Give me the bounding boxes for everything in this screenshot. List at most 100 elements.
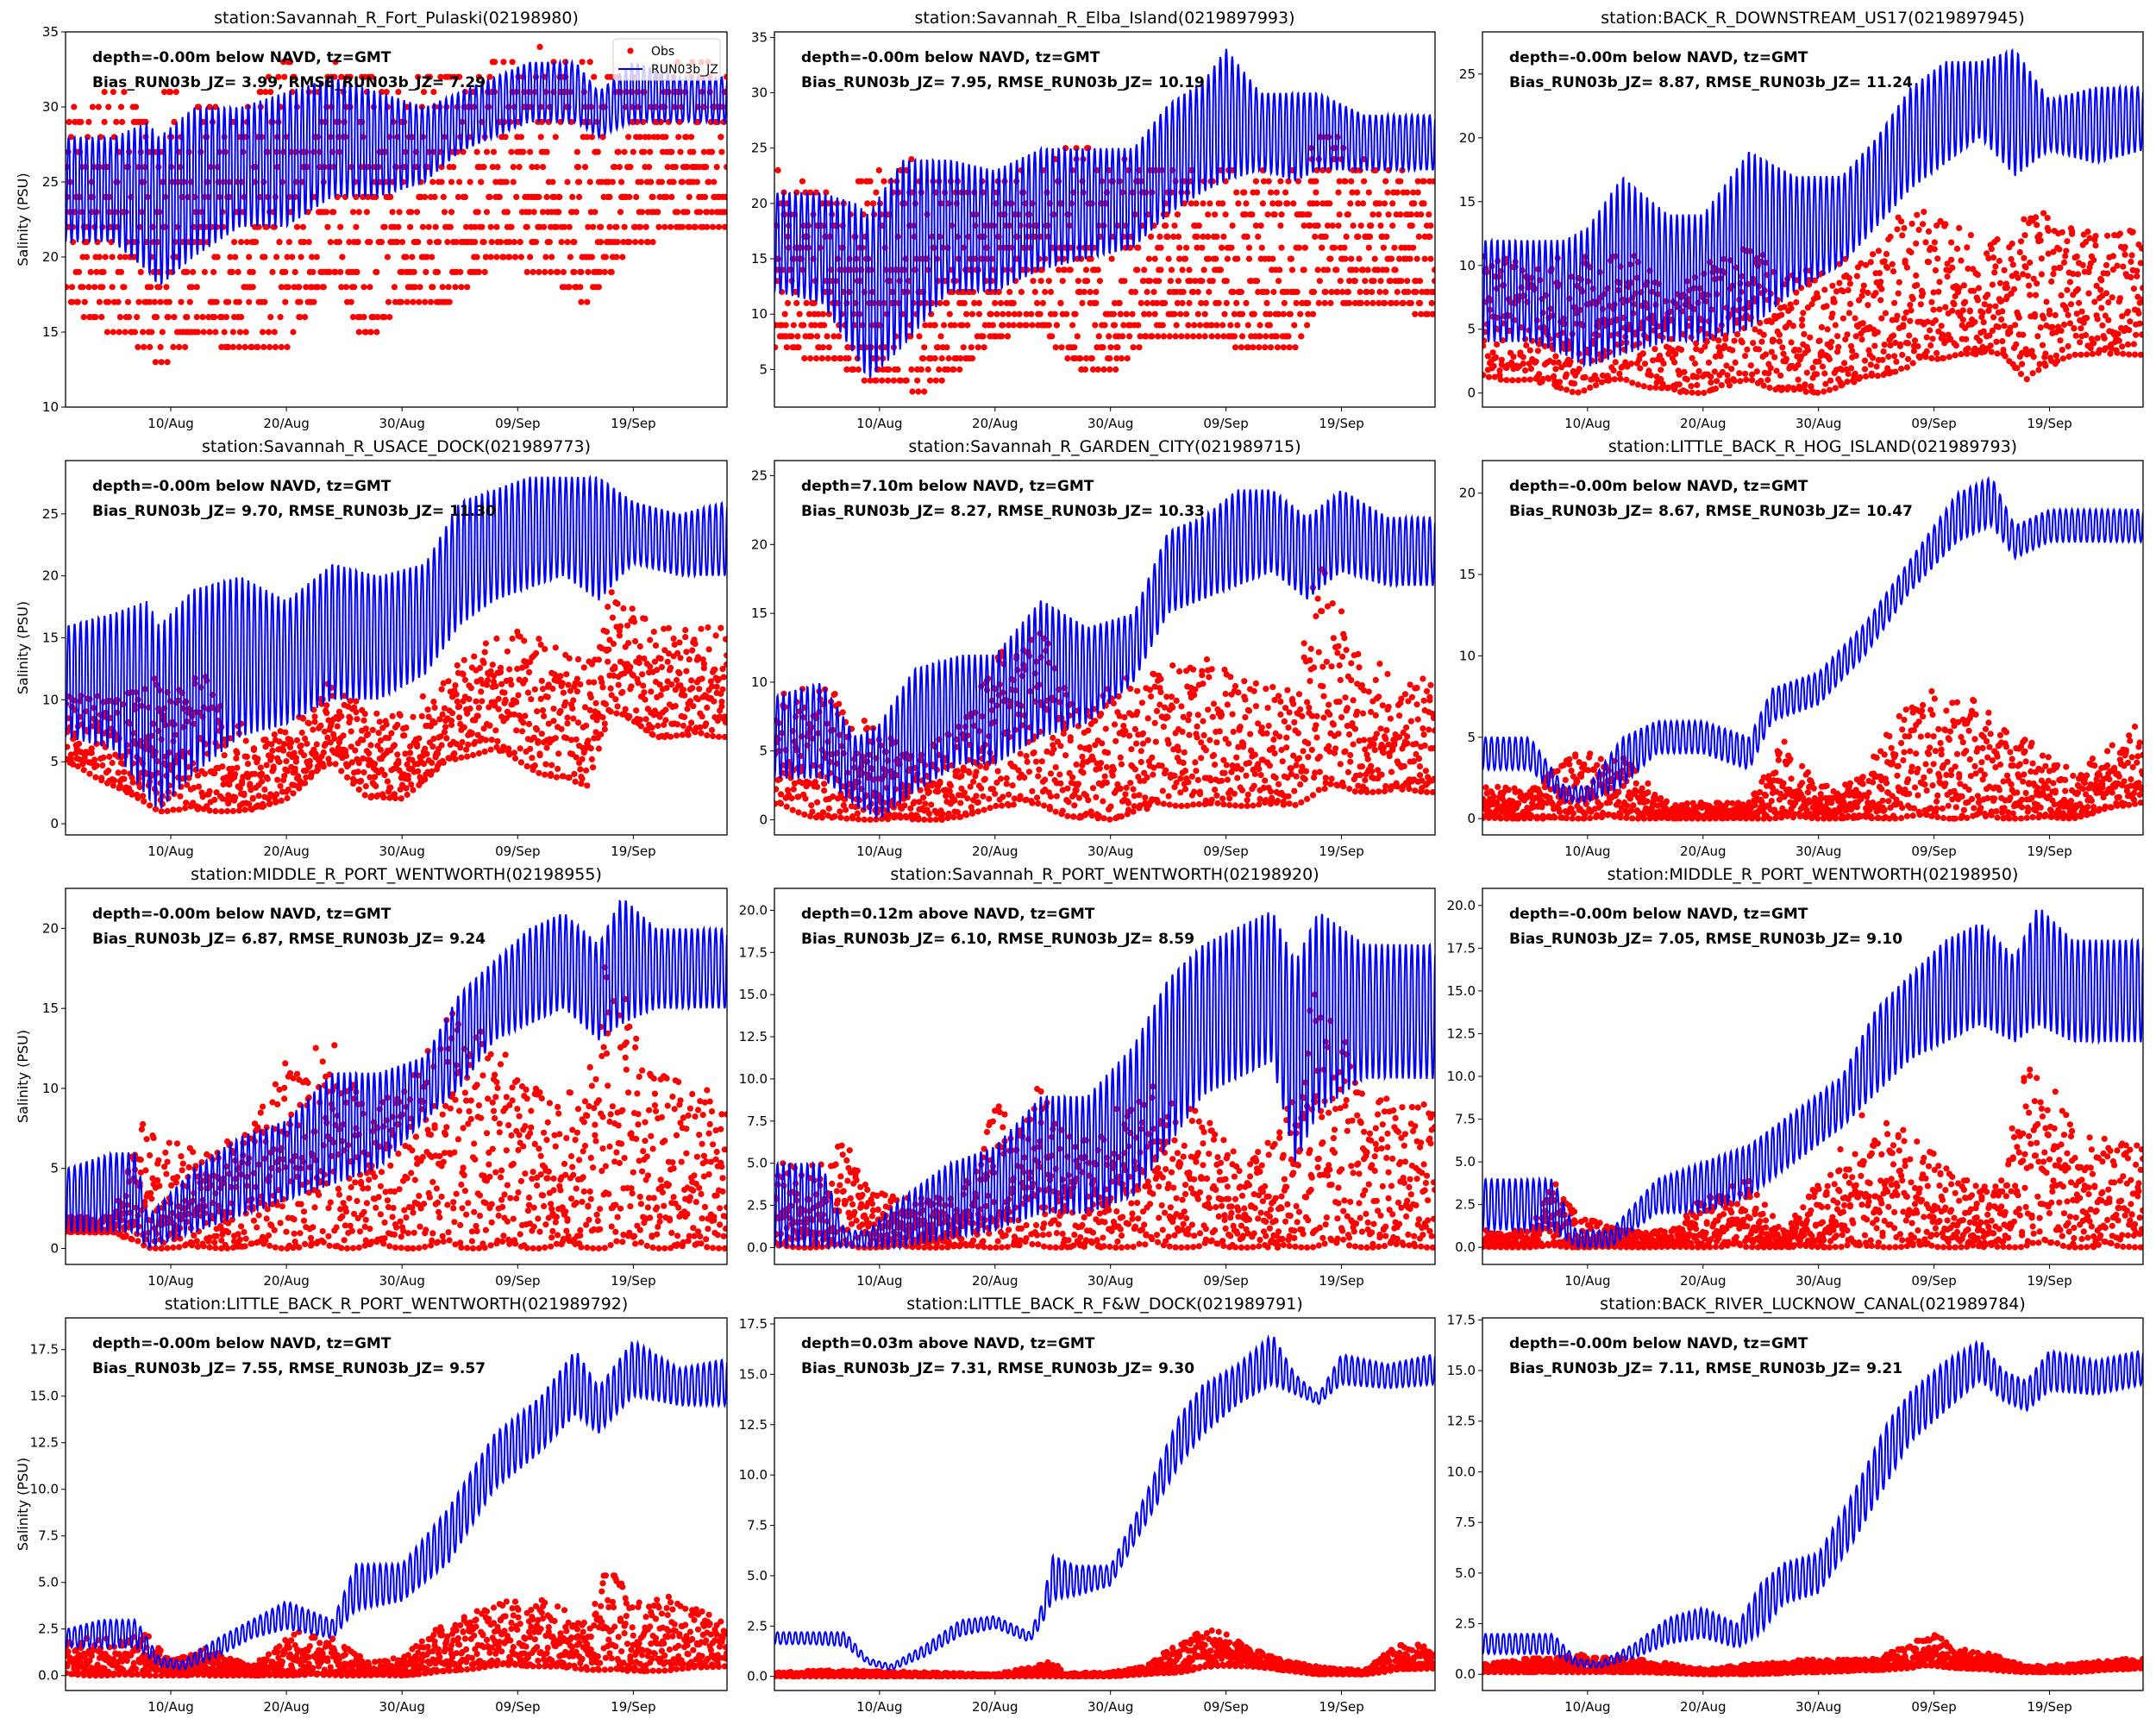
obs-point [385,298,392,305]
obs-point [2069,228,2076,235]
obs-point [1397,211,1404,218]
obs-point [1799,322,1806,329]
obs-point [2119,313,2126,320]
obs-point [914,377,921,384]
obs-point [858,178,865,185]
obs-point [935,344,942,351]
obs-point [224,807,231,815]
obs-point [489,164,496,171]
obs-point [1300,267,1307,273]
obs-point [558,239,565,246]
obs-point [1209,278,1216,285]
obs-point [486,193,493,200]
obs-point [74,762,81,770]
obs-point [2001,323,2008,329]
obs-point [1623,376,1630,383]
obs-point [1347,200,1354,207]
obs-point [1200,200,1206,207]
obs-point [372,774,379,781]
obs-point [461,724,467,731]
obs-point [1327,255,1334,262]
obs-point [1370,278,1377,285]
obs-point [1201,310,1208,317]
obs-point [276,239,283,246]
obs-point [646,134,653,141]
obs-point [1717,353,1724,360]
obs-point [450,164,457,171]
obs-point [2045,250,2052,257]
obs-point [303,284,310,291]
obs-point [1213,255,1219,262]
obs-point [475,704,483,712]
obs-point [595,284,603,291]
obs-point [1981,301,1988,308]
obs-point [1808,301,1815,308]
obs-point [1749,377,1756,384]
obs-point [1018,288,1025,296]
obs-point [1946,354,1952,361]
obs-point [141,798,147,805]
obs-point [1234,322,1241,329]
obs-point [1254,189,1261,196]
obs-point [1029,322,1036,329]
obs-point [2114,262,2121,269]
obs-point [262,89,269,96]
obs-point [1184,333,1191,340]
obs-point [577,284,584,291]
obs-point [1766,384,1773,392]
obs-point [193,284,200,291]
obs-point [1980,328,1987,335]
obs-point [1285,333,1292,340]
obs-point [1708,373,1714,380]
obs-point [1164,233,1171,240]
obs-point [1313,189,1319,196]
obs-point [1250,310,1257,317]
obs-point [511,239,518,246]
obs-point [1063,310,1070,317]
obs-point [302,780,309,787]
obs-point [1357,288,1363,296]
obs-point [464,753,471,760]
obs-point [384,254,391,260]
obs-point [1230,288,1237,296]
obs-point [338,712,345,720]
obs-point [354,239,361,246]
obs-point [92,774,99,781]
obs-point [291,268,298,275]
obs-point [124,298,132,305]
obs-point [774,166,781,173]
obs-point [1413,288,1420,296]
obs-point [2083,331,2090,339]
obs-point [426,239,433,246]
obs-point [1205,211,1212,218]
obs-point [1414,178,1421,185]
obs-point [212,329,219,336]
obs-point [354,768,361,775]
obs-point [1732,359,1739,366]
obs-point [506,254,513,260]
obs-point [1333,267,1340,273]
obs-point [211,314,218,321]
obs-point [1646,384,1653,391]
obs-point [1765,370,1772,377]
obs-point [2019,361,2026,367]
obs-point [1180,288,1187,296]
obs-point [1711,368,1718,375]
obs-point [306,762,313,769]
obs-point [576,179,583,185]
obs-point [1234,255,1241,262]
obs-point [2066,320,2073,327]
obs-point [867,377,874,384]
obs-point [1536,371,1543,378]
obs-point [2032,214,2040,221]
obs-point [1715,343,1722,351]
obs-point [861,377,868,384]
obs-point [446,298,453,305]
obs-point [463,746,470,753]
obs-point [1224,255,1231,262]
obs-point [825,344,832,351]
obs-point [672,164,679,171]
obs-point [404,791,411,799]
obs-point [335,239,343,246]
obs-point [686,223,693,230]
